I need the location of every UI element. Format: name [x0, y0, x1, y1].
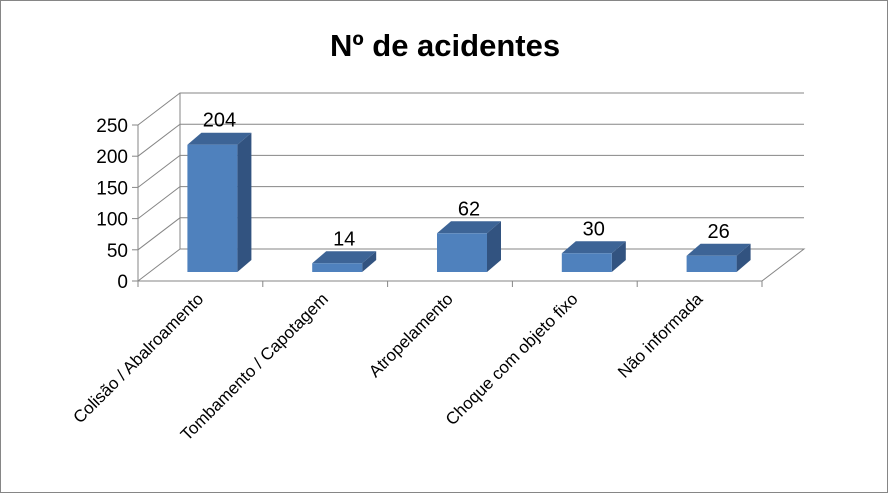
bar [561, 241, 626, 272]
bar-side [736, 243, 751, 272]
x-tick-label: Não informada [614, 289, 707, 382]
bar-front [686, 255, 737, 272]
data-label: 26 [707, 221, 729, 243]
gridline [137, 154, 804, 188]
data-label: 14 [333, 228, 355, 250]
bar-top [187, 132, 252, 145]
x-tick-label: Choque com objeto fixo [442, 289, 582, 429]
bar-top [686, 243, 751, 256]
data-label: 30 [583, 218, 605, 240]
x-tick-label: Colisão / Abalroamento [69, 289, 207, 427]
bar [312, 251, 377, 272]
bar-side [487, 221, 501, 272]
chart-title: Nº de acidentes [330, 28, 560, 63]
y-tick-label: 50 [107, 241, 128, 262]
y-tick-label: 250 [96, 116, 128, 137]
bar-top [312, 251, 377, 264]
bar [437, 221, 501, 272]
gridline [137, 92, 804, 126]
bar-front [437, 233, 487, 272]
bar-front [561, 253, 612, 272]
y-tick-label: 200 [96, 147, 128, 168]
bar [686, 243, 751, 272]
bar-side [611, 241, 626, 272]
bar [187, 132, 252, 272]
data-label: 62 [458, 198, 480, 220]
x-tick-label: Tombamento / Capotagem [177, 289, 332, 444]
bar-side [237, 132, 252, 272]
x-tick-label: Atropelamento [365, 289, 457, 381]
bar-top [561, 241, 626, 254]
gridline [137, 186, 804, 219]
data-label: 204 [203, 110, 236, 132]
bar-side [362, 251, 377, 272]
bar-top [437, 221, 501, 234]
y-tick-label: 100 [96, 210, 128, 231]
gridline [137, 123, 804, 157]
bar-front [187, 144, 238, 272]
y-tick-label: 150 [96, 178, 128, 199]
bar-front [312, 263, 363, 272]
gridline [137, 217, 804, 251]
y-tick-label: 0 [117, 272, 128, 293]
